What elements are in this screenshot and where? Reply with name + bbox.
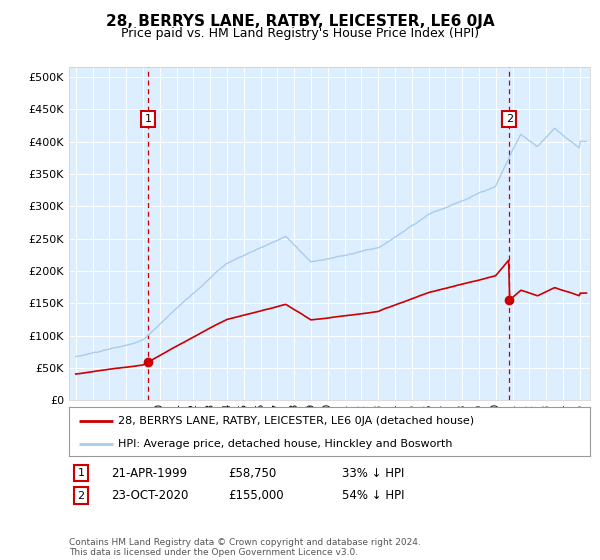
Text: HPI: Average price, detached house, Hinckley and Bosworth: HPI: Average price, detached house, Hinc… (118, 439, 453, 449)
Text: 2: 2 (77, 491, 85, 501)
Text: 1: 1 (77, 468, 85, 478)
Text: Price paid vs. HM Land Registry's House Price Index (HPI): Price paid vs. HM Land Registry's House … (121, 27, 479, 40)
Text: £58,750: £58,750 (228, 466, 276, 480)
Text: 33% ↓ HPI: 33% ↓ HPI (342, 466, 404, 480)
Text: £155,000: £155,000 (228, 489, 284, 502)
Text: 54% ↓ HPI: 54% ↓ HPI (342, 489, 404, 502)
Text: Contains HM Land Registry data © Crown copyright and database right 2024.
This d: Contains HM Land Registry data © Crown c… (69, 538, 421, 557)
Text: 21-APR-1999: 21-APR-1999 (111, 466, 187, 480)
Text: 2: 2 (506, 114, 513, 124)
Text: 28, BERRYS LANE, RATBY, LEICESTER, LE6 0JA: 28, BERRYS LANE, RATBY, LEICESTER, LE6 0… (106, 14, 494, 29)
Text: 1: 1 (145, 114, 151, 124)
Text: 23-OCT-2020: 23-OCT-2020 (111, 489, 188, 502)
Text: 28, BERRYS LANE, RATBY, LEICESTER, LE6 0JA (detached house): 28, BERRYS LANE, RATBY, LEICESTER, LE6 0… (118, 416, 475, 426)
